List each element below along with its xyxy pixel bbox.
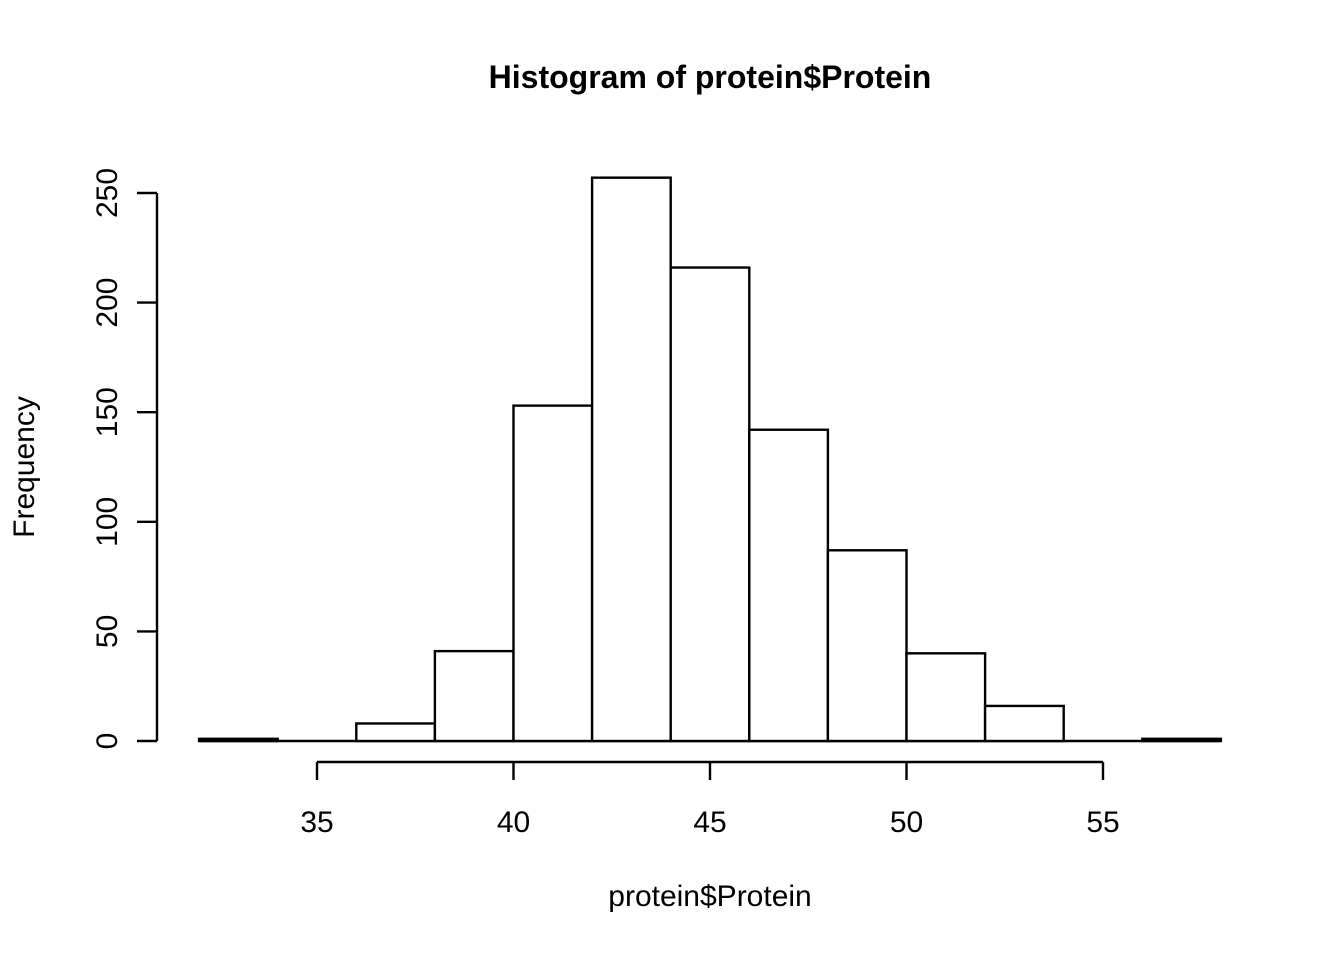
y-tick-label: 200: [91, 278, 124, 328]
histogram-bar: [433, 649, 515, 743]
y-tick-label: 0: [91, 733, 124, 750]
x-tick-label: 50: [890, 806, 923, 839]
chart-title: Histogram of protein$Protein: [488, 59, 932, 95]
y-tick-label: 150: [91, 387, 124, 437]
histogram-bar: [826, 549, 908, 743]
x-tick-label: 45: [693, 806, 726, 839]
y-tick-label: 50: [91, 615, 124, 648]
x-tick-label: 40: [497, 806, 530, 839]
histogram-bar: [748, 428, 830, 743]
x-tick-label: 55: [1086, 806, 1119, 839]
histogram-bar: [983, 704, 1065, 743]
histogram-bar: [197, 737, 279, 743]
y-tick-label: 250: [91, 168, 124, 218]
y-tick-label: 100: [91, 497, 124, 547]
x-axis-label: protein$Protein: [608, 880, 812, 913]
histogram-bar: [1141, 737, 1223, 743]
histogram-bar: [590, 176, 672, 743]
x-tick-label: 35: [300, 806, 333, 839]
histogram-bar: [669, 266, 751, 743]
histogram-bar: [905, 652, 987, 743]
histogram-bar: [355, 722, 437, 743]
histogram-bar: [512, 404, 594, 743]
